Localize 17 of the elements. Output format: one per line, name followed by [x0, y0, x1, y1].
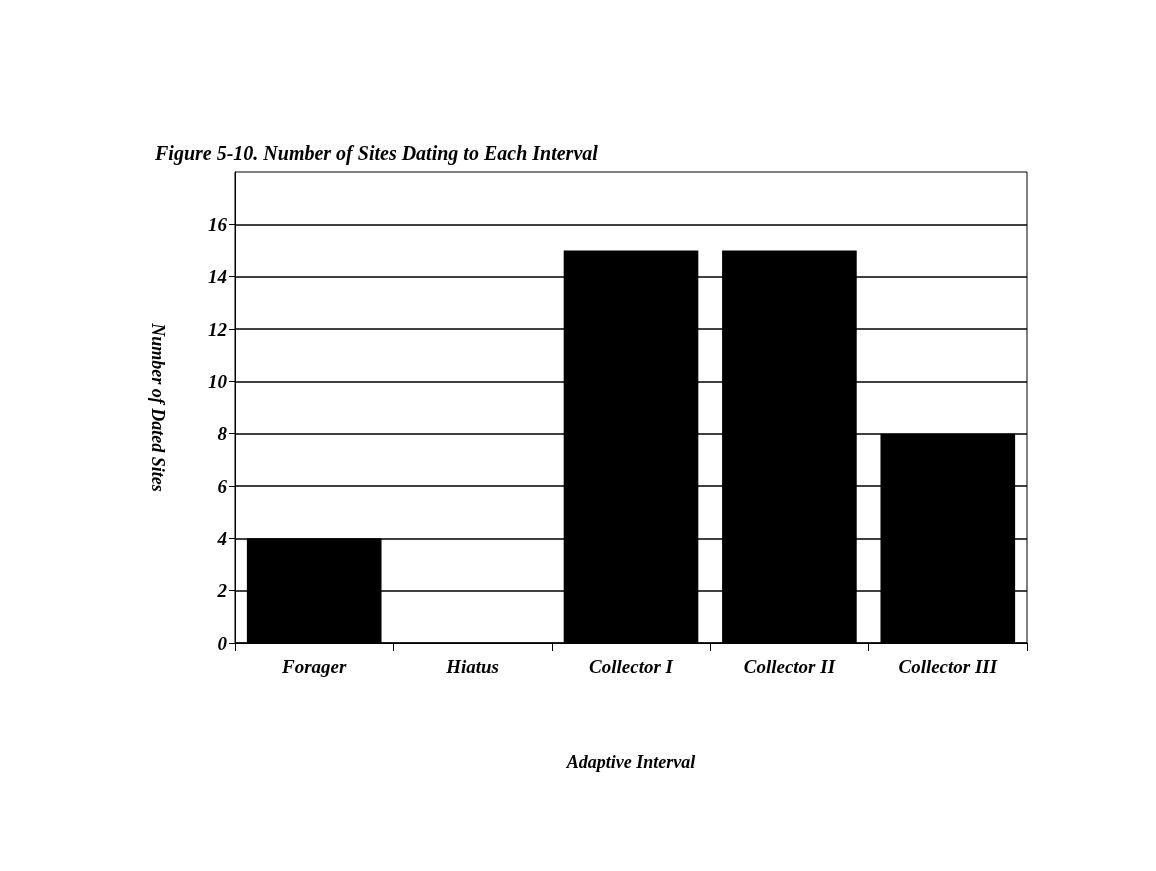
- y-tick-label: 4: [216, 527, 227, 549]
- x-axis-title: Adaptive Interval: [565, 752, 696, 772]
- x-tick-label: Collector III: [898, 656, 998, 677]
- y-tick-label: 10: [208, 370, 228, 392]
- y-axis-title: Number of Dated Sites: [148, 322, 168, 492]
- y-tick-label: 14: [208, 266, 227, 288]
- y-tick-label: 0: [217, 632, 228, 654]
- x-tick-label: Hiatus: [445, 656, 500, 677]
- x-tick-label: Forager: [281, 656, 347, 677]
- y-tick-label: 12: [208, 318, 228, 340]
- x-tick-label: Collector I: [589, 656, 674, 677]
- y-tick-label: 6: [217, 475, 228, 497]
- chart-title: Figure 5-10. Number of Sites Dating to Each Interval: [154, 142, 599, 165]
- y-tick-label: 16: [208, 213, 228, 235]
- x-tick-label: Collector II: [743, 656, 836, 677]
- y-tick-label: 8: [217, 423, 228, 445]
- y-tick-label: 2: [216, 580, 228, 602]
